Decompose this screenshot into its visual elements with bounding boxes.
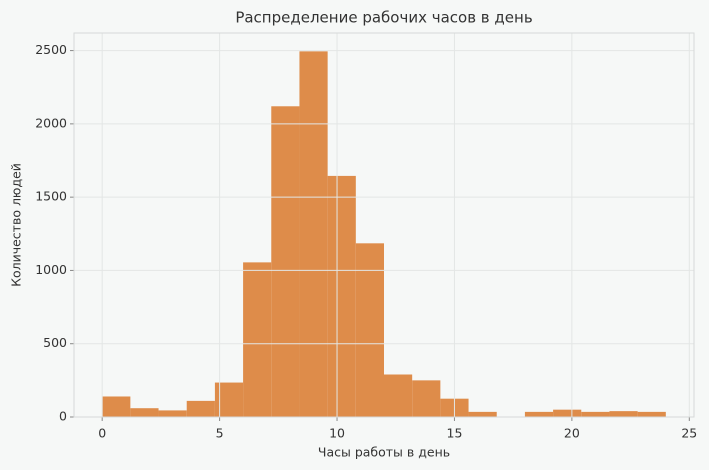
- bar: [186, 400, 215, 417]
- x-tick-label: 25: [681, 426, 697, 441]
- bar: [384, 374, 413, 417]
- y-tick-label: 500: [43, 335, 67, 350]
- plot-frame: [73, 32, 695, 418]
- y-tick-label: 2000: [35, 115, 67, 130]
- x-tick-label: 10: [329, 426, 345, 441]
- bar: [524, 411, 554, 417]
- bar: [553, 409, 582, 417]
- bar: [299, 51, 328, 417]
- bar: [637, 411, 666, 417]
- x-axis-label: Часы работы в день: [318, 445, 450, 460]
- bar: [412, 380, 441, 417]
- bar: [130, 408, 159, 417]
- bar: [271, 106, 300, 417]
- y-axis-label: Количество людей: [9, 163, 24, 287]
- x-tick-label: 0: [98, 426, 106, 441]
- x-tick-label: 5: [216, 426, 224, 441]
- bar: [581, 411, 610, 417]
- y-tick-label: 0: [59, 409, 67, 424]
- x-tick-label: 15: [447, 426, 463, 441]
- bar: [102, 396, 131, 417]
- y-tick-label: 2500: [35, 42, 67, 57]
- bar: [468, 411, 497, 417]
- bar: [355, 243, 384, 417]
- x-tick-label: 20: [564, 426, 580, 441]
- y-tick-label: 1500: [35, 189, 67, 204]
- chart-title: Распределение рабочих часов в день: [235, 9, 532, 27]
- y-tick-label: 1000: [35, 262, 67, 277]
- bar: [158, 410, 187, 417]
- bar: [243, 262, 272, 417]
- bar: [327, 175, 356, 417]
- bar: [609, 411, 638, 417]
